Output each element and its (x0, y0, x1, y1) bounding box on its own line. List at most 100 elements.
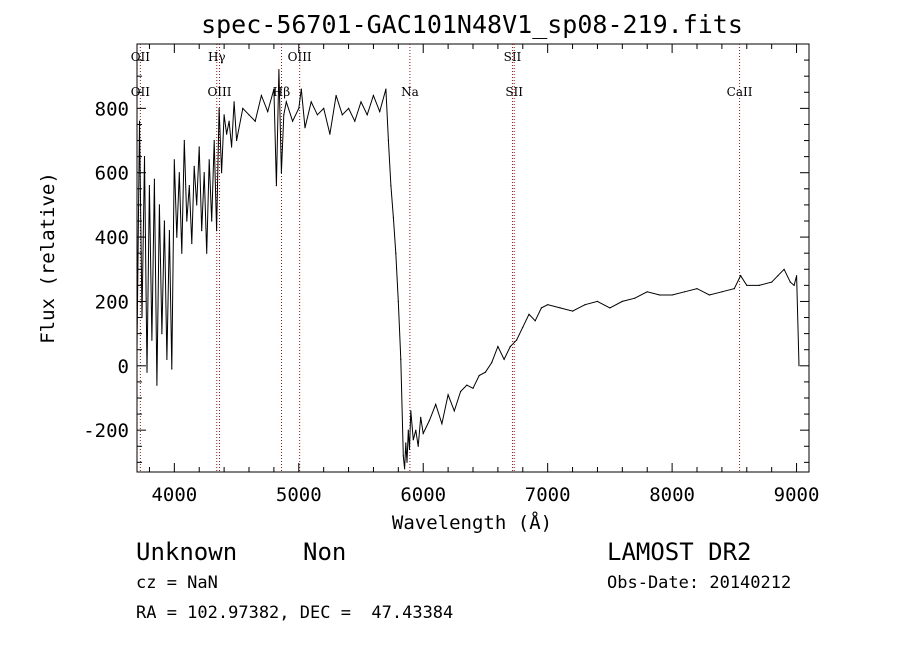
spectrum-point (385, 88, 387, 90)
line-label-lower: Hβ (273, 85, 290, 99)
spectrum-point (789, 281, 791, 283)
spectrum-point (304, 127, 306, 129)
spectrum-point (335, 94, 337, 97)
spectrum-point (572, 310, 574, 312)
spectrum-point (156, 384, 158, 386)
spectrum-point (478, 374, 480, 377)
spectrum-point (596, 300, 599, 302)
spectrum-point (329, 133, 331, 135)
spectrum-point (213, 139, 215, 142)
spectrum-point (236, 139, 238, 142)
spectrum-point (472, 387, 474, 389)
spectrum-point (540, 307, 543, 309)
spectrum-point (300, 88, 302, 90)
spectrum-point (671, 294, 673, 296)
spectrum-point (758, 284, 760, 286)
spectrum-point (646, 291, 648, 293)
spectrum-point (181, 252, 183, 254)
spectrum-point (163, 220, 165, 222)
line-label-lower: SII (505, 85, 523, 99)
spectrum-point (143, 156, 146, 158)
x-tick-label: 8000 (649, 484, 695, 506)
spectrum-point (516, 339, 518, 341)
spectrum-point (178, 172, 180, 174)
spectrum-point (395, 252, 397, 254)
spectrum-point (397, 300, 399, 302)
y-tick-label: 400 (95, 227, 129, 249)
spectrum-point (226, 133, 228, 135)
spectrum-point (771, 281, 773, 283)
spectrum-point (221, 172, 223, 174)
spectrum-point (231, 146, 233, 148)
spectrum-point (166, 358, 168, 360)
x-tick-label: 5000 (276, 484, 322, 506)
spectrum-point (233, 101, 235, 103)
line-label-upper: SII (504, 50, 522, 64)
spectrum-point (783, 268, 785, 270)
y-axis-label: Flux (relative) (37, 172, 59, 344)
survey-name: LAMOST DR2 (607, 538, 752, 566)
spectrum-point (176, 236, 178, 238)
spectrum-point (254, 120, 256, 122)
spectrum-point (211, 220, 213, 222)
coordinates-readout: RA = 102.97382, DEC = 47.43384 (136, 603, 454, 623)
x-tick-label: 6000 (400, 484, 446, 506)
spectrum-point (415, 429, 417, 431)
spectrum-point (158, 204, 160, 206)
spectrum-point (404, 468, 406, 470)
spectrum-point (387, 139, 389, 142)
spectrum-point (161, 333, 163, 335)
spectrum-point (208, 159, 210, 161)
spectrum-point (138, 120, 141, 122)
spectrum-point (186, 220, 188, 222)
spectrum-point (228, 120, 230, 122)
spectrum-point (146, 371, 148, 373)
spectrum-point (453, 410, 455, 412)
spectrum-point (466, 384, 468, 386)
spectrum-point (609, 307, 611, 309)
spectrum-point (188, 185, 190, 187)
spectrum-line (136, 69, 800, 469)
spectrum-point (435, 403, 437, 405)
spectrum-point (491, 362, 493, 364)
spectrum-point (447, 394, 449, 396)
spectrum-point (136, 349, 138, 351)
spectrum-point (708, 294, 711, 296)
spectrum-point (798, 365, 800, 367)
spectrum-point (191, 242, 193, 245)
spectrum-point (534, 320, 536, 322)
line-label-upper: OIII (288, 50, 312, 64)
spectrum-point (408, 448, 411, 451)
spectrum-point (528, 313, 530, 315)
spectrum-point (354, 120, 356, 122)
spectrum-point (793, 284, 795, 286)
spectrum-point (547, 304, 549, 306)
spectrum-series (136, 69, 800, 470)
x-tick-label: 7000 (525, 484, 571, 506)
spectrum-point (460, 390, 462, 393)
spectrum-point (278, 69, 280, 71)
spectrum-point (298, 107, 300, 109)
spectrum-point (216, 230, 218, 232)
line-label-lower: CaII (727, 85, 753, 99)
y-tick-label: -200 (83, 420, 129, 442)
spectrum-point (168, 230, 170, 232)
y-tick-label: 800 (95, 98, 129, 120)
spectrum-point (218, 107, 220, 109)
spectrum-point (400, 358, 402, 360)
object-subclass: Non (303, 538, 347, 566)
spectrum-point (273, 88, 275, 90)
plot-frame (136, 43, 810, 473)
spectrum-point (280, 172, 282, 174)
spectrum-point (522, 326, 524, 328)
spectrum-point (206, 252, 208, 254)
spectrum-point (406, 461, 408, 463)
spectrum-point (422, 432, 424, 434)
spectrum-point (196, 204, 198, 206)
line-label-lower: OIII (207, 85, 231, 99)
spectrum-point (323, 107, 325, 109)
spectrum-point (260, 94, 262, 97)
spectrum-point (621, 300, 623, 302)
